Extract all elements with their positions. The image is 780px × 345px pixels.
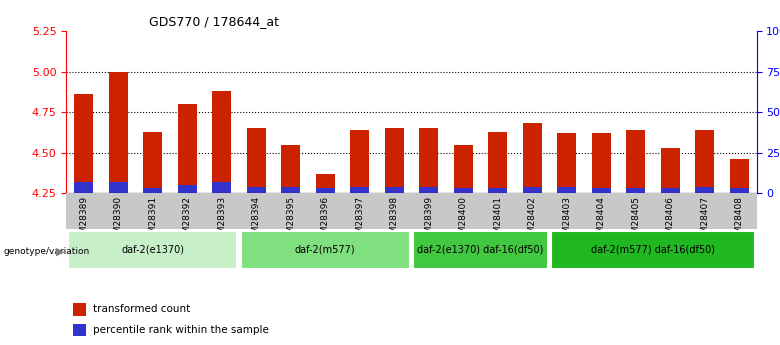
Bar bbox=[454, 145, 473, 193]
Text: GSM28389: GSM28389 bbox=[79, 196, 88, 245]
Bar bbox=[316, 174, 335, 193]
Text: daf-2(e1370): daf-2(e1370) bbox=[121, 244, 184, 254]
Bar bbox=[143, 131, 162, 193]
Text: GSM28392: GSM28392 bbox=[183, 196, 192, 245]
Text: GDS770 / 178644_at: GDS770 / 178644_at bbox=[149, 16, 279, 29]
Bar bbox=[661, 148, 680, 193]
Bar bbox=[108, 182, 128, 193]
Text: GSM28394: GSM28394 bbox=[252, 196, 261, 245]
Text: GSM28403: GSM28403 bbox=[562, 196, 571, 245]
Bar bbox=[626, 188, 645, 193]
Text: daf-2(e1370) daf-16(df50): daf-2(e1370) daf-16(df50) bbox=[417, 244, 544, 254]
Text: GSM28398: GSM28398 bbox=[390, 196, 399, 245]
Bar bbox=[661, 188, 680, 193]
Bar bbox=[592, 133, 611, 193]
Text: GSM28402: GSM28402 bbox=[528, 196, 537, 245]
Bar bbox=[695, 130, 714, 193]
Text: GSM28401: GSM28401 bbox=[493, 196, 502, 245]
Text: GSM28395: GSM28395 bbox=[286, 196, 295, 245]
Text: GSM28393: GSM28393 bbox=[217, 196, 226, 245]
Bar bbox=[730, 159, 749, 193]
Bar bbox=[281, 145, 300, 193]
Text: GSM28391: GSM28391 bbox=[148, 196, 157, 245]
Bar bbox=[626, 130, 645, 193]
Text: GSM28396: GSM28396 bbox=[321, 196, 330, 245]
Text: GSM28397: GSM28397 bbox=[355, 196, 364, 245]
Bar bbox=[523, 124, 542, 193]
Text: percentile rank within the sample: percentile rank within the sample bbox=[93, 325, 268, 335]
FancyBboxPatch shape bbox=[68, 231, 237, 269]
Bar bbox=[212, 91, 231, 193]
Bar bbox=[454, 188, 473, 193]
Bar bbox=[419, 128, 438, 193]
Bar bbox=[246, 187, 266, 193]
Bar bbox=[316, 188, 335, 193]
Text: GSM28406: GSM28406 bbox=[666, 196, 675, 245]
Bar bbox=[178, 185, 197, 193]
Text: daf-2(m577) daf-16(df50): daf-2(m577) daf-16(df50) bbox=[591, 244, 715, 254]
Text: genotype/variation: genotype/variation bbox=[4, 247, 90, 256]
Text: GSM28399: GSM28399 bbox=[424, 196, 433, 245]
Bar bbox=[385, 187, 404, 193]
Bar bbox=[592, 188, 611, 193]
Text: GSM28408: GSM28408 bbox=[735, 196, 744, 245]
Bar bbox=[385, 128, 404, 193]
Bar bbox=[246, 128, 266, 193]
Bar bbox=[557, 187, 576, 193]
Text: GSM28400: GSM28400 bbox=[459, 196, 468, 245]
Bar bbox=[419, 187, 438, 193]
Bar bbox=[557, 133, 576, 193]
Bar bbox=[695, 187, 714, 193]
Bar bbox=[73, 324, 86, 336]
FancyBboxPatch shape bbox=[551, 231, 755, 269]
Bar bbox=[74, 182, 93, 193]
Bar bbox=[488, 188, 507, 193]
Text: GSM28405: GSM28405 bbox=[631, 196, 640, 245]
Bar bbox=[143, 188, 162, 193]
Bar bbox=[73, 303, 86, 316]
Bar bbox=[281, 187, 300, 193]
Bar bbox=[178, 104, 197, 193]
Text: GSM28404: GSM28404 bbox=[597, 196, 606, 245]
Text: daf-2(m577): daf-2(m577) bbox=[295, 244, 356, 254]
Bar bbox=[730, 188, 749, 193]
FancyBboxPatch shape bbox=[413, 231, 548, 269]
Text: GSM28390: GSM28390 bbox=[114, 196, 122, 245]
Bar bbox=[488, 131, 507, 193]
Bar bbox=[212, 182, 231, 193]
FancyBboxPatch shape bbox=[240, 231, 410, 269]
Bar bbox=[74, 94, 93, 193]
Bar bbox=[523, 187, 542, 193]
Bar bbox=[350, 187, 369, 193]
Bar bbox=[350, 130, 369, 193]
Text: GSM28407: GSM28407 bbox=[700, 196, 709, 245]
Text: ▶: ▶ bbox=[56, 246, 65, 256]
Bar bbox=[108, 71, 128, 193]
Text: transformed count: transformed count bbox=[93, 304, 190, 314]
